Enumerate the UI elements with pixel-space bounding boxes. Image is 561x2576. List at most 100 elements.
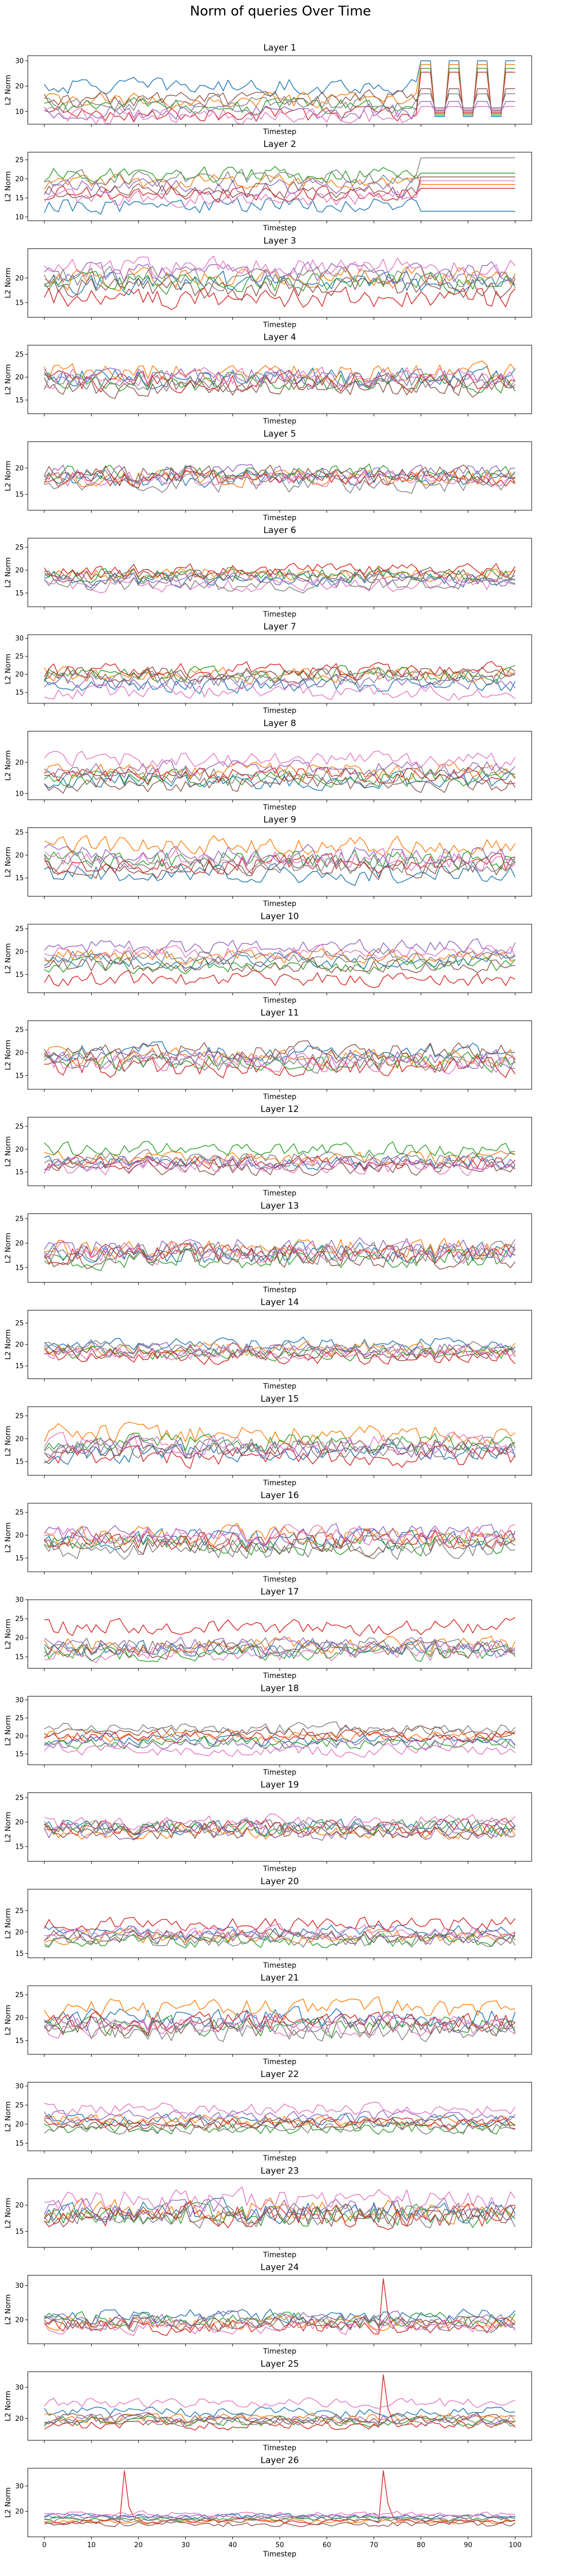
panel-layer-21: Layer 21 15 20 25 Timestep L2 Norm: [4, 1973, 532, 2066]
axes-frame: [27, 538, 532, 607]
series-line-7: [44, 944, 516, 961]
y-tick-label: 15: [15, 1072, 24, 1080]
x-axis-label: Timestep: [263, 996, 297, 1005]
series-line-4: [44, 2117, 516, 2131]
y-tick-label: 30: [15, 635, 24, 643]
y-tick-label: 20: [15, 1050, 24, 1057]
panel-layer-4: Layer 4 15 20 25 Timestep L2 Norm: [4, 333, 532, 426]
series-line-8: [44, 2416, 516, 2428]
series-line-7: [44, 576, 516, 593]
series-line-7: [44, 1345, 516, 1360]
series-line-2: [44, 1238, 516, 1259]
y-tick-label: 30: [15, 1597, 24, 1604]
y-axis-label: L2 Norm: [4, 943, 12, 974]
y-tick-label: 30: [15, 2083, 24, 2090]
panel-title: Layer 4: [263, 333, 296, 343]
series-line-3: [44, 1736, 516, 1750]
x-axis-label: Timestep: [263, 2550, 297, 2558]
y-tick-label: 20: [15, 2121, 24, 2129]
y-tick-label: 25: [15, 2102, 24, 2109]
series-line-1: [44, 863, 516, 886]
y-tick-label: 15: [15, 2140, 24, 2148]
series-line-3: [44, 1140, 516, 1158]
y-tick-label: 30: [15, 2483, 24, 2490]
x-axis-label: Timestep: [263, 2154, 297, 2163]
y-tick-label: 25: [15, 1907, 24, 1915]
panel-title: Layer 18: [261, 1683, 299, 1693]
series-line-4: [44, 970, 516, 988]
series-line-8: [44, 1340, 516, 1356]
y-tick-label: 20: [15, 949, 24, 956]
y-axis-label: L2 Norm: [4, 654, 12, 684]
series-line-4: [44, 1617, 516, 1637]
series-line-1: [44, 2406, 516, 2418]
series-line-6: [44, 567, 516, 584]
series-line-2: [44, 666, 516, 684]
x-tick-label: 100: [509, 2541, 522, 2549]
y-tick-label: 25: [15, 1991, 24, 1999]
y-tick-label: 15: [15, 1362, 24, 1370]
y-axis-label: L2 Norm: [4, 846, 12, 877]
y-tick-label: 25: [15, 1794, 24, 1802]
panel-title: Layer 7: [263, 622, 296, 632]
series-line-5: [44, 1048, 516, 1069]
series-line-7: [44, 1431, 516, 1456]
y-tick-label: 10: [15, 108, 24, 116]
y-tick-label: 25: [15, 156, 24, 164]
panel-title: Layer 13: [261, 1201, 299, 1211]
series-line-6: [44, 1245, 516, 1270]
y-tick-label: 10: [15, 790, 24, 798]
series-line-1: [44, 1640, 516, 1658]
panel-title: Layer 25: [261, 2359, 299, 2369]
panel-layer-2: Layer 2 10 15 20 25 Timestep L2 Norm: [4, 139, 532, 232]
series-line-8: [44, 473, 516, 494]
series-line-8: [44, 2314, 516, 2333]
y-tick-label: 15: [15, 1843, 24, 1851]
x-axis-label: Timestep: [263, 707, 297, 715]
y-tick-label: 20: [15, 1733, 24, 1740]
y-tick-label: 20: [15, 852, 24, 859]
series-line-7: [44, 468, 516, 487]
series-line-8: [44, 1537, 516, 1560]
x-tick-label: 70: [370, 2541, 379, 2549]
panel-layer-8: Layer 8 10 20 Timestep L2 Norm: [4, 718, 532, 811]
x-axis-label: Timestep: [263, 1672, 297, 1680]
series-line-8: [44, 1721, 516, 1736]
panel-title: Layer 8: [263, 718, 296, 728]
series-line-5: [44, 1823, 516, 1841]
panel-title: Layer 12: [261, 1104, 299, 1115]
series-line-2: [44, 64, 515, 116]
series-line-8: [44, 370, 516, 392]
y-tick-label: 15: [15, 1654, 24, 1661]
series-line-7: [44, 2102, 516, 2116]
y-tick-label: 20: [15, 567, 24, 575]
series-line-7: [44, 180, 515, 208]
series-line-7: [44, 1923, 516, 1940]
y-tick-label: 15: [15, 875, 24, 883]
y-tick-label: 15: [15, 1169, 24, 1176]
series-line-5: [44, 759, 516, 778]
y-tick-label: 15: [15, 397, 24, 405]
series-line-1: [44, 2308, 516, 2324]
series-line-1: [44, 570, 516, 589]
series-line-6: [44, 376, 516, 399]
series-line-6: [44, 2520, 516, 2528]
series-line-1: [44, 60, 515, 117]
x-axis-label: Timestep: [263, 2444, 297, 2452]
x-axis-label: Timestep: [263, 2058, 297, 2066]
x-axis-label: Timestep: [263, 2348, 297, 2356]
panel-layer-20: Layer 20 15 20 25 Timestep L2 Norm: [4, 1876, 532, 1970]
panel-title: Layer 20: [261, 1876, 299, 1887]
series-line-7: [44, 683, 516, 701]
y-tick-label: 20: [15, 1341, 24, 1349]
y-tick-label: 20: [15, 1435, 24, 1443]
series-line-5: [44, 938, 516, 955]
series-line-5: [44, 570, 516, 588]
series-line-2: [44, 1523, 516, 1548]
y-tick-label: 15: [15, 194, 24, 202]
panel-title: Layer 6: [263, 525, 296, 536]
x-axis-label: Timestep: [263, 1865, 297, 1873]
series-line-6: [44, 1928, 516, 1945]
panel-layer-22: Layer 22 15 20 25 30 Timestep L2 Norm: [4, 2069, 532, 2163]
x-tick-label: 60: [322, 2541, 331, 2549]
